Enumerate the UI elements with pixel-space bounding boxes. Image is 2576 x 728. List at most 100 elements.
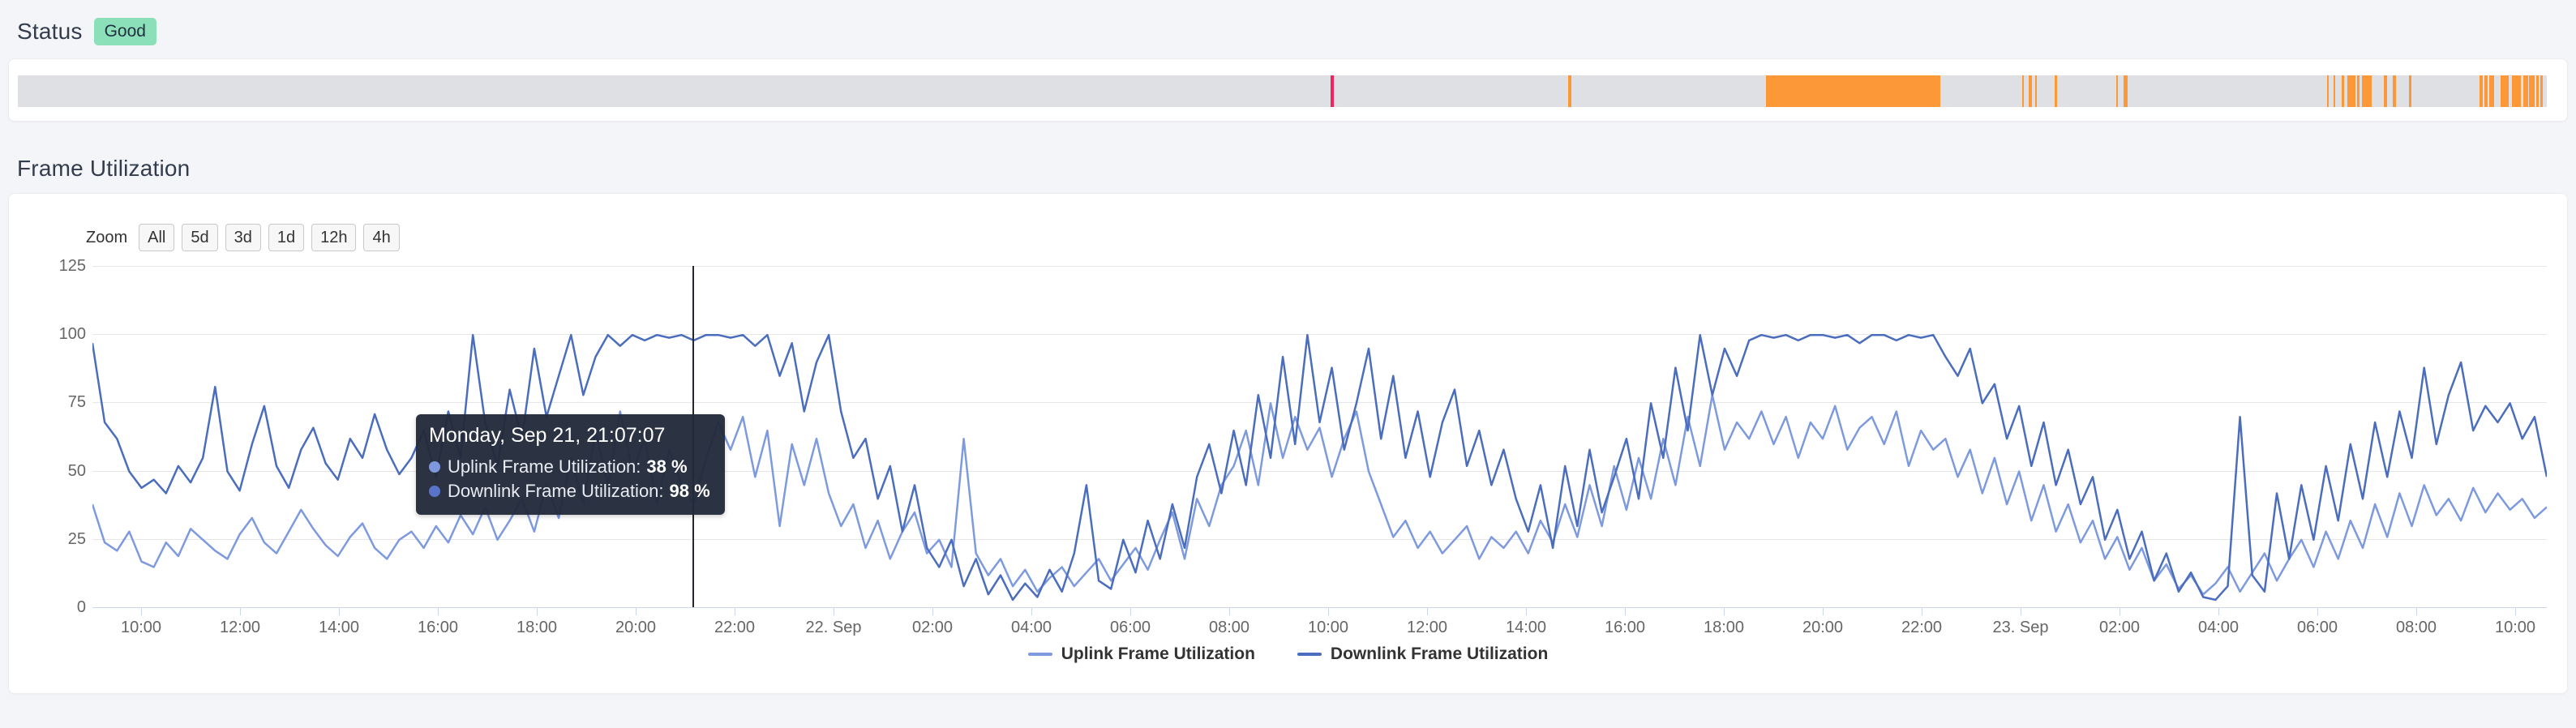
zoom-button-5d[interactable]: 5d <box>182 224 218 251</box>
status-segment-warning[interactable] <box>2409 75 2411 107</box>
status-segment-warning[interactable] <box>2523 75 2528 107</box>
status-segment-warning[interactable] <box>2501 75 2509 107</box>
tooltip-row: Uplink Frame Utilization: 38 % <box>429 455 710 479</box>
tooltip-series-label: Uplink Frame Utilization: <box>448 456 641 477</box>
status-segment-warning[interactable] <box>2512 75 2521 107</box>
status-segment-warning[interactable] <box>2362 75 2372 107</box>
tooltip-series-value: 98 % <box>669 481 710 501</box>
y-axis-label-25: 25 <box>67 529 86 548</box>
x-axis-line <box>92 607 2547 608</box>
status-segment-warning[interactable] <box>2327 75 2329 107</box>
tooltip-series-value: 38 % <box>646 456 688 477</box>
x-axis-tick <box>1526 607 1527 615</box>
x-axis-tick <box>2416 607 2417 615</box>
status-segment-warning[interactable] <box>2022 75 2024 107</box>
frame-utilization-section-header: Frame Utilization <box>17 156 190 182</box>
status-segment-warning[interactable] <box>2035 75 2037 107</box>
y-gridline-75 <box>92 402 2547 404</box>
status-segment-warning[interactable] <box>2480 75 2483 107</box>
status-title: Status <box>17 19 83 44</box>
x-axis-tick <box>141 607 142 615</box>
tooltip-series-label: Downlink Frame Utilization: <box>448 481 664 501</box>
x-axis-tick <box>1328 607 1329 615</box>
legend-item-downlink[interactable]: Downlink Frame Utilization <box>1297 644 1548 664</box>
x-axis-label: 20:00 <box>615 619 657 636</box>
x-axis-tick <box>1229 607 1230 615</box>
x-axis-label: 10:00 <box>120 619 162 636</box>
x-axis-tick <box>339 607 340 615</box>
x-axis-tick <box>1724 607 1725 615</box>
x-axis-label: 06:00 <box>2296 619 2338 636</box>
status-card <box>8 58 2568 122</box>
x-axis-label: 20:00 <box>1802 619 1844 636</box>
status-segment-warning[interactable] <box>2393 75 2396 107</box>
status-segment-warning[interactable] <box>1766 75 1940 107</box>
x-axis-tick <box>1031 607 1032 615</box>
status-timeline-bar <box>18 75 2547 107</box>
x-axis-tick <box>240 607 241 615</box>
legend-line-marker-icon <box>1297 653 1322 656</box>
tooltip-timestamp: Monday, Sep 21, 21:07:07 <box>429 424 666 447</box>
status-segment-critical[interactable] <box>1331 75 1334 107</box>
status-segment-warning[interactable] <box>2540 75 2543 107</box>
legend-label: Downlink Frame Utilization <box>1330 644 1549 663</box>
legend-line-marker-icon <box>1027 653 1052 656</box>
x-axis-label: 14:00 <box>318 619 360 636</box>
x-axis-label: 22:00 <box>714 619 756 636</box>
zoom-button-4h[interactable]: 4h <box>363 224 400 251</box>
x-axis-label: 16:00 <box>1604 619 1646 636</box>
x-axis-tick <box>1823 607 1824 615</box>
y-gridline-100 <box>92 334 2547 336</box>
x-axis-label: 02:00 <box>911 619 954 636</box>
x-axis-label: 23. Sep <box>1992 619 2049 636</box>
status-segment-warning[interactable] <box>2357 75 2360 107</box>
y-axis-label-50: 50 <box>67 461 86 480</box>
x-axis-label: 22. Sep <box>805 619 862 636</box>
status-segment-warning[interactable] <box>2489 75 2494 107</box>
x-axis-label: 14:00 <box>1505 619 1547 636</box>
y-axis-label-125: 125 <box>58 257 86 275</box>
zoom-button-group: All 5d 3d 1d 12h 4h <box>139 224 407 251</box>
status-segment-warning[interactable] <box>2347 75 2355 107</box>
tooltip-series-bullet-icon <box>429 461 440 473</box>
x-axis-label: 22:00 <box>1901 619 1943 636</box>
status-segment-warning[interactable] <box>2116 75 2118 107</box>
zoom-button-1d[interactable]: 1d <box>268 224 305 251</box>
zoom-button-12h[interactable]: 12h <box>311 224 357 251</box>
status-segment-warning[interactable] <box>2029 75 2032 107</box>
x-axis-tick <box>2218 607 2219 615</box>
frame-utilization-chart-card: Zoom All 5d 3d 1d 12h 4h 0 25 50 75 100 125 10:00 12… <box>8 193 2568 694</box>
x-axis-label: 10:00 <box>1307 619 1349 636</box>
x-axis-label: 06:00 <box>1109 619 1151 636</box>
status-segment-warning[interactable] <box>2124 75 2128 107</box>
y-axis-label-100: 100 <box>58 325 86 344</box>
x-axis-tick <box>1130 607 1131 615</box>
status-section-header: Status Good <box>17 18 156 45</box>
status-segment-warning[interactable] <box>2334 75 2335 107</box>
status-segment-warning[interactable] <box>1568 75 1571 107</box>
y-gridline-25 <box>92 538 2547 540</box>
zoom-button-3d[interactable]: 3d <box>225 224 261 251</box>
status-segment-warning[interactable] <box>2536 75 2539 107</box>
x-axis-tick <box>537 607 538 615</box>
tooltip-row: Downlink Frame Utilization: 98 % <box>429 479 710 503</box>
status-segment-warning[interactable] <box>2384 75 2387 107</box>
frame-utilization-title: Frame Utilization <box>17 156 191 181</box>
x-axis-tick <box>1625 607 1626 615</box>
plot-area[interactable]: 0 25 50 75 100 125 10:00 12:00 14:00 16:00 18:00 20… <box>9 194 2567 693</box>
chart-legend: Uplink Frame Utilization Downlink Frame U… <box>9 644 2567 664</box>
legend-item-uplink[interactable]: Uplink Frame Utilization <box>1027 644 1255 664</box>
x-axis-label: 10:00 <box>2494 619 2536 636</box>
x-axis-label: 02:00 <box>2098 619 2141 636</box>
zoom-label: Zoom <box>86 228 128 246</box>
x-axis-label: 12:00 <box>219 619 261 636</box>
x-axis-label: 12:00 <box>1406 619 1448 636</box>
status-segment-warning[interactable] <box>2342 75 2344 107</box>
status-segment-warning[interactable] <box>2055 75 2057 107</box>
zoom-button-all[interactable]: All <box>139 224 175 251</box>
status-segment-warning[interactable] <box>2484 75 2488 107</box>
status-badge: Good <box>93 18 156 45</box>
legend-label: Uplink Frame Utilization <box>1061 644 1255 663</box>
status-segment-warning[interactable] <box>2529 75 2535 107</box>
x-axis-tick <box>1427 607 1428 615</box>
